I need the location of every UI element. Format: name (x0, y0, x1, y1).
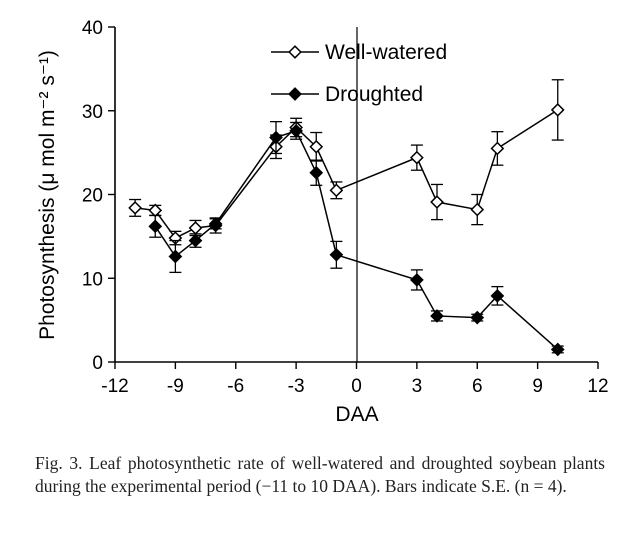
y-tick-label: 40 (82, 18, 103, 39)
data-point (430, 309, 444, 323)
x-tick-label: -6 (227, 376, 244, 397)
data-point (188, 221, 203, 235)
series-well-watered (128, 79, 565, 246)
legend-marker (288, 45, 302, 59)
legend: Well-watered Droughted (271, 41, 447, 106)
figure-caption: Fig. 3. Leaf photosynthetic rate of well… (35, 453, 605, 496)
y-tick-label: 30 (82, 102, 103, 123)
data-point (470, 202, 485, 217)
series-layer (128, 79, 565, 357)
data-point (168, 249, 183, 264)
data-point (188, 233, 203, 248)
x-axis-title: DAA (335, 403, 378, 426)
data-point (329, 183, 344, 198)
data-point (148, 203, 163, 218)
y-tick-label: 20 (82, 186, 103, 207)
data-point (550, 342, 565, 357)
line-chart: -12 -9 -6 -3 0 3 6 9 12 0 10 20 30 40 Well-watered Dro… (36, 18, 609, 426)
data-point (208, 216, 223, 231)
data-point (289, 123, 303, 138)
data-point (430, 195, 444, 209)
y-tick-label: 0 (92, 353, 103, 374)
data-point (329, 247, 344, 262)
series-line (135, 109, 559, 240)
data-point (410, 273, 424, 287)
data-point (309, 165, 324, 180)
y-axis-title: Photosynthesis (μ mol m⁻² s⁻¹) (36, 50, 59, 340)
x-tick-label: -3 (288, 376, 305, 397)
series-droughted (148, 120, 565, 357)
y-tick-label: 10 (82, 269, 103, 290)
legend-item: Well-watered (271, 41, 447, 64)
x-tick-label: -9 (167, 376, 184, 397)
x-tick-label: 0 (351, 376, 362, 397)
legend-item: Droughted (271, 83, 423, 106)
data-point (269, 130, 283, 145)
legend-label: Well-watered (325, 41, 447, 64)
data-point (148, 219, 163, 234)
legend-marker (288, 87, 302, 101)
data-point (128, 201, 142, 215)
data-point (309, 139, 324, 154)
x-tick-label: 6 (472, 376, 483, 397)
legend-label: Droughted (325, 83, 423, 106)
axes (114, 27, 598, 363)
data-point (490, 141, 505, 156)
data-point (490, 288, 505, 303)
x-tick-label: 12 (587, 376, 608, 397)
x-tick-label: 9 (532, 376, 543, 397)
x-tick-label: 3 (412, 376, 423, 397)
data-point (470, 310, 485, 325)
data-point (410, 150, 424, 165)
data-point (550, 103, 565, 117)
x-tick-label: -12 (101, 376, 128, 397)
ticks: -12 -9 -6 -3 0 3 6 9 12 0 10 20 30 40 (82, 18, 609, 397)
